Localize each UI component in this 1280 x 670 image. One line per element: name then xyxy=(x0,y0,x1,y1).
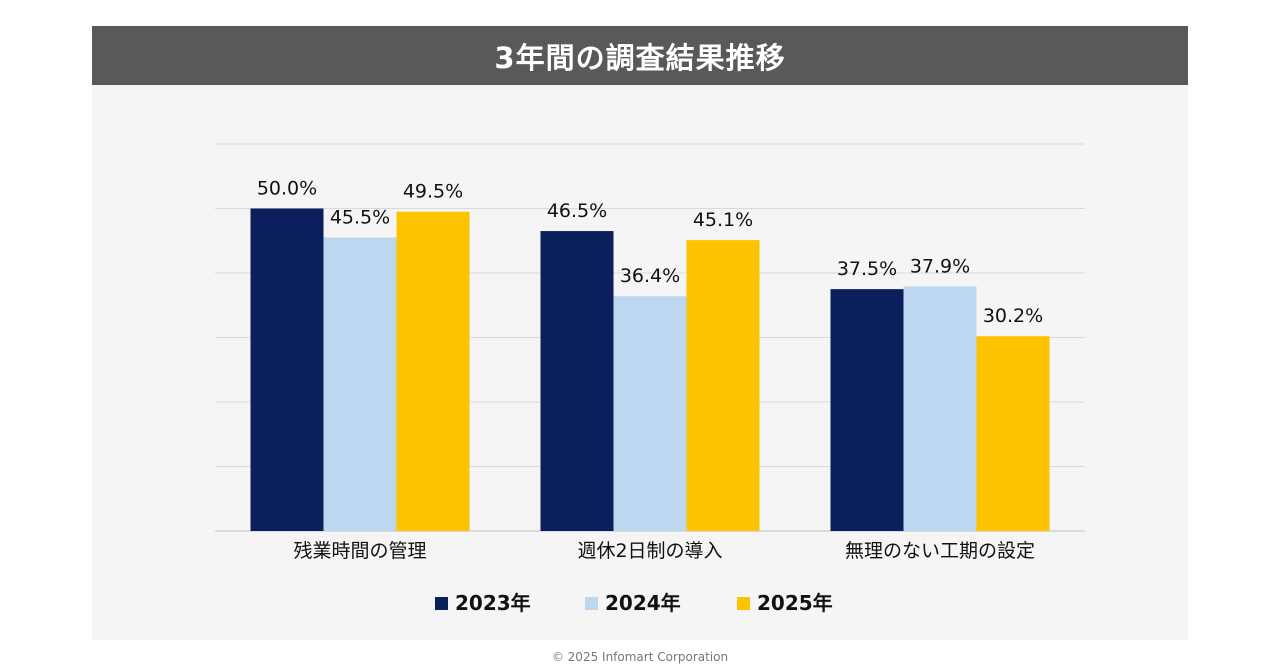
data-label: 36.4% xyxy=(620,265,680,287)
bar-3-2 xyxy=(686,240,760,532)
bar-3-3 xyxy=(976,336,1050,531)
legend-label-2: 2024年 xyxy=(605,591,681,615)
data-label: 45.1% xyxy=(693,209,753,231)
category-label: 無理のない工期の設定 xyxy=(845,540,1035,562)
data-label: 30.2% xyxy=(983,305,1043,327)
bar-2-1 xyxy=(323,237,397,531)
data-label: 37.9% xyxy=(910,256,970,278)
data-label: 50.0% xyxy=(257,178,317,200)
legend-label-1: 2023年 xyxy=(455,591,531,615)
chart-panel: 50.0% 45.5% 49.5% 残業時間の管理 46.5% 36.4% 45.1% 週休2… xyxy=(92,85,1188,640)
legend-label-3: 2025年 xyxy=(757,591,833,615)
bar-chart: 50.0% 45.5% 49.5% 残業時間の管理 46.5% 36.4% 45.1% 週休2… xyxy=(215,143,1085,615)
legend-swatch-3 xyxy=(737,597,750,610)
copyright-footer: © 2025 Infomart Corporation xyxy=(551,650,729,664)
data-label: 49.5% xyxy=(403,181,463,203)
data-label: 37.5% xyxy=(837,258,897,280)
bar-1-3 xyxy=(830,289,904,531)
legend-swatch-1 xyxy=(435,597,448,610)
bar-1-1 xyxy=(250,208,324,531)
data-label: 46.5% xyxy=(547,200,607,222)
data-label: 45.5% xyxy=(330,207,390,229)
bar-3-1 xyxy=(396,211,470,531)
bar-2-2 xyxy=(613,296,687,531)
bar-1-2 xyxy=(540,231,614,531)
bar-2-3 xyxy=(903,286,977,531)
category-label: 残業時間の管理 xyxy=(293,540,426,562)
legend-swatch-2 xyxy=(585,597,598,610)
chart-title: 3年間の調査結果推移 xyxy=(92,26,1188,85)
category-label: 週休2日制の導入 xyxy=(577,540,722,562)
